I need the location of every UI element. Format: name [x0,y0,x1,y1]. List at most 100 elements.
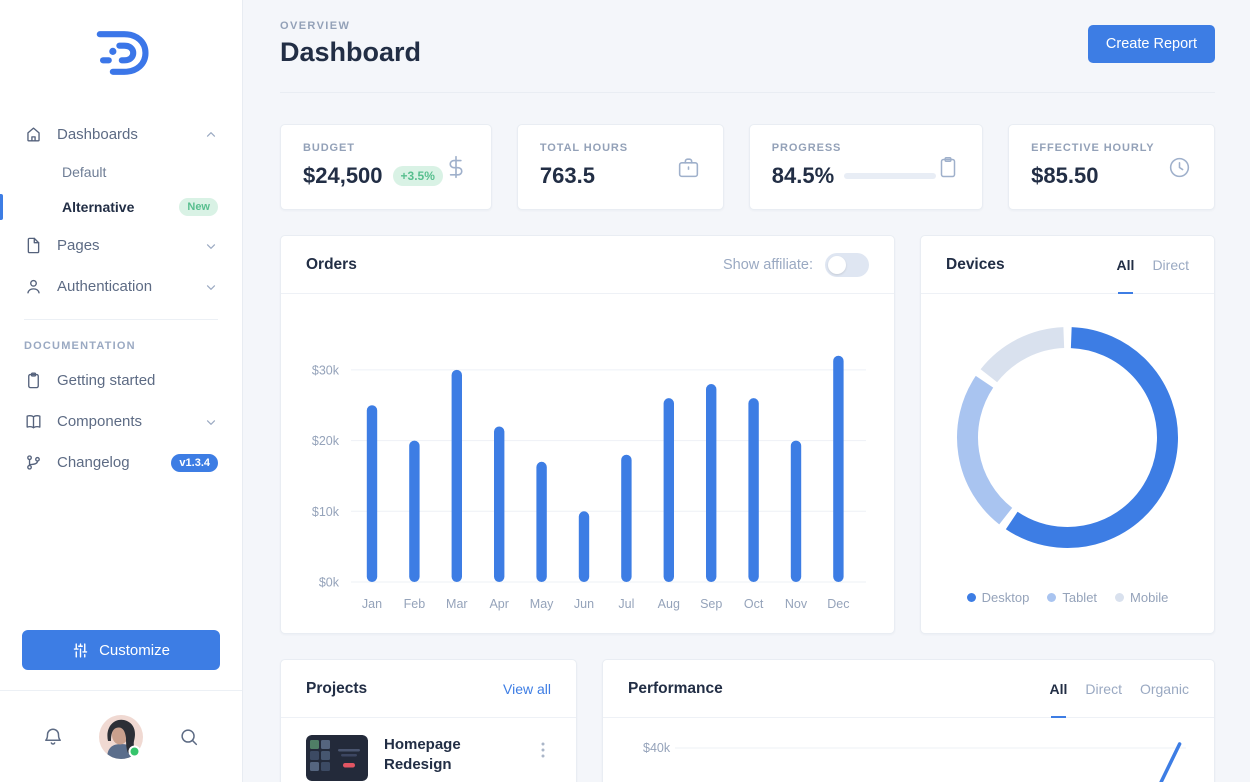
x-tick-label: Feb [404,597,426,611]
logo-icon [96,31,149,75]
x-tick-label: Mar [446,597,468,611]
legend-item-tablet[interactable]: Tablet [1047,590,1097,605]
bar-dec[interactable] [833,355,844,582]
performance-title: Performance [628,679,723,697]
sidebar-item-label: Pages [57,237,100,254]
page-header: OVERVIEW Dashboard Create Report [280,0,1215,93]
x-tick-label: Jun [574,597,594,611]
legend-label: Desktop [981,590,1030,605]
sidebar-item-label: Alternative [62,199,135,215]
docs-section-label: DOCUMENTATION [24,340,136,352]
bar-jul[interactable] [621,454,632,582]
devices-title: Devices [946,255,1005,273]
legend-item-desktop[interactable]: Desktop [966,590,1030,605]
sidebar-item-authentication[interactable]: Authentication [0,266,242,307]
performance-line[interactable] [1159,742,1182,782]
sidebar-item-label: Authentication [57,278,153,295]
sidebar-item-pages[interactable]: Pages [0,225,242,266]
sidebar-item-label: Default [62,164,107,180]
tab-all[interactable]: All [1117,236,1134,294]
project-thumbnail [306,735,368,781]
chevron-down-icon [204,239,218,253]
charts-row: Orders Show affiliate: $0k $10k $20k $30k Ja… [280,235,1215,634]
file-icon [24,236,43,255]
projects-card-header: Projects View all [281,660,576,718]
app-logo[interactable] [0,0,242,114]
stat-card-budget: BUDGET $24,500 +3.5% [280,124,492,210]
legend-dot [1047,593,1057,602]
tab-direct[interactable]: Direct [1085,680,1122,697]
bar-jun[interactable] [578,511,590,582]
sidebar-item-alternative[interactable]: Alternative New [0,189,242,225]
donut-segment-tablet[interactable] [955,325,1180,550]
orders-title: Orders [306,255,357,273]
bar-nov[interactable] [790,440,802,582]
bar-feb[interactable] [409,440,420,582]
chevron-down-icon [204,280,218,294]
performance-card: Performance All Direct Organic $40k [602,659,1215,782]
home-icon [24,125,43,144]
tab-direct[interactable]: Direct [1152,256,1189,273]
avatar-image [99,714,143,759]
bar-jan[interactable] [366,405,378,582]
sidebar-item-changelog[interactable]: Changelog v1.3.4 [0,442,242,483]
search-icon[interactable] [178,726,200,748]
sidebar-item-getting-started[interactable]: Getting started [0,360,242,401]
git-branch-icon [24,453,43,472]
progress-bar [844,173,937,179]
dollar-icon [443,154,469,180]
view-all-link[interactable]: View all [503,680,551,697]
legend-dot [1115,593,1125,602]
page-eyebrow: OVERVIEW [280,20,351,32]
online-status-dot [128,745,141,757]
x-tick-label: Oct [744,597,764,611]
projects-title: Projects [306,679,368,697]
avatar[interactable] [99,714,143,759]
bar-apr[interactable] [494,426,505,582]
bar-may[interactable] [536,461,547,582]
stats-row: BUDGET $24,500 +3.5% TOTAL HOURS 763.5 [280,124,1215,210]
sidebar-item-default[interactable]: Default [0,155,242,189]
customize-button[interactable]: Customize [22,630,220,670]
stat-label: BUDGET [303,142,355,154]
project-title: Homepage Redesign [384,736,461,773]
project-list-item[interactable]: Homepage Redesign [281,718,576,781]
clipboard-icon [936,155,960,179]
stat-label: PROGRESS [771,142,842,154]
donut-segment-mobile[interactable] [955,325,1180,550]
tab-all[interactable]: All [1050,660,1067,718]
stat-value: $85.50 [1031,163,1099,188]
orders-card-header: Orders Show affiliate: [281,236,894,294]
create-report-button[interactable]: Create Report [1087,25,1215,63]
stat-card-total-hours: TOTAL HOURS 763.5 [516,124,724,210]
sidebar-item-components[interactable]: Components [0,401,242,442]
bar-aug[interactable] [663,398,674,582]
orders-card: Orders Show affiliate: $0k $10k $20k $30k Ja… [280,235,895,634]
legend-item-mobile[interactable]: Mobile [1115,590,1168,605]
sidebar-item-dashboards[interactable]: Dashboards [0,114,242,155]
tab-organic[interactable]: Organic [1139,680,1189,697]
briefcase-icon [676,155,701,180]
sidebar-item-label: Dashboards [57,126,138,143]
bell-icon[interactable] [42,726,64,748]
toggle-knob [828,255,846,274]
x-tick-label: May [530,597,554,611]
y-tick-label: $10k [312,505,340,519]
bar-mar[interactable] [451,369,462,582]
kebab-menu-icon[interactable] [535,735,551,759]
show-affiliate-label: Show affiliate: [722,256,813,273]
bar-oct[interactable] [748,398,759,582]
devices-card-header: Devices All Direct [921,236,1214,294]
performance-card-header: Performance All Direct Organic [603,660,1214,718]
trend-badge: +3.5% [392,166,443,186]
customize-label: Customize [99,641,170,659]
bar-sep[interactable] [706,384,717,582]
donut-segment-desktop[interactable] [957,327,1178,548]
x-tick-label: Dec [827,597,849,611]
x-tick-label: Apr [489,597,508,611]
sidebar-footer [0,690,242,782]
y-tick-label: $30k [312,363,340,377]
show-affiliate-toggle[interactable] [825,252,869,277]
y-tick-label: $20k [312,434,340,448]
chevron-up-icon [204,128,218,142]
